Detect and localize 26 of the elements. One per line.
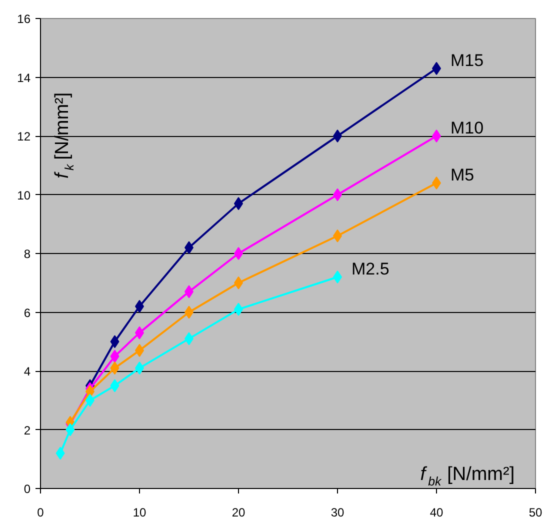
x-tick-label: 0 bbox=[37, 506, 44, 520]
series-label: M2.5 bbox=[352, 260, 390, 278]
point bbox=[56, 446, 65, 460]
point bbox=[66, 423, 75, 436]
series-label: M15 bbox=[450, 50, 484, 70]
series-label: M10 bbox=[450, 118, 484, 138]
x-tick-label: 20 bbox=[232, 506, 246, 520]
point bbox=[110, 350, 120, 363]
x-tick-label: 10 bbox=[132, 506, 146, 520]
point bbox=[110, 362, 120, 375]
series-label: M5 bbox=[450, 166, 474, 184]
y-tick-label: 4 bbox=[24, 364, 31, 378]
y-tick-label: 10 bbox=[17, 188, 31, 202]
y-tick-label: 12 bbox=[17, 130, 31, 144]
x-tick-label: 50 bbox=[528, 506, 542, 520]
point bbox=[110, 379, 120, 392]
point bbox=[110, 335, 120, 348]
y-tick-label: 16 bbox=[17, 12, 31, 26]
y-tick-label: 8 bbox=[24, 247, 31, 261]
x-tick-label: 40 bbox=[430, 506, 444, 520]
y-axis-title: fk [N/mm²] bbox=[52, 92, 76, 178]
y-tick-label: 6 bbox=[24, 306, 31, 320]
y-tick-label: 2 bbox=[24, 423, 31, 438]
x-tick-label: 30 bbox=[330, 506, 344, 520]
y-tick-label: 14 bbox=[17, 70, 31, 85]
y-tick-label: 0 bbox=[24, 482, 31, 496]
